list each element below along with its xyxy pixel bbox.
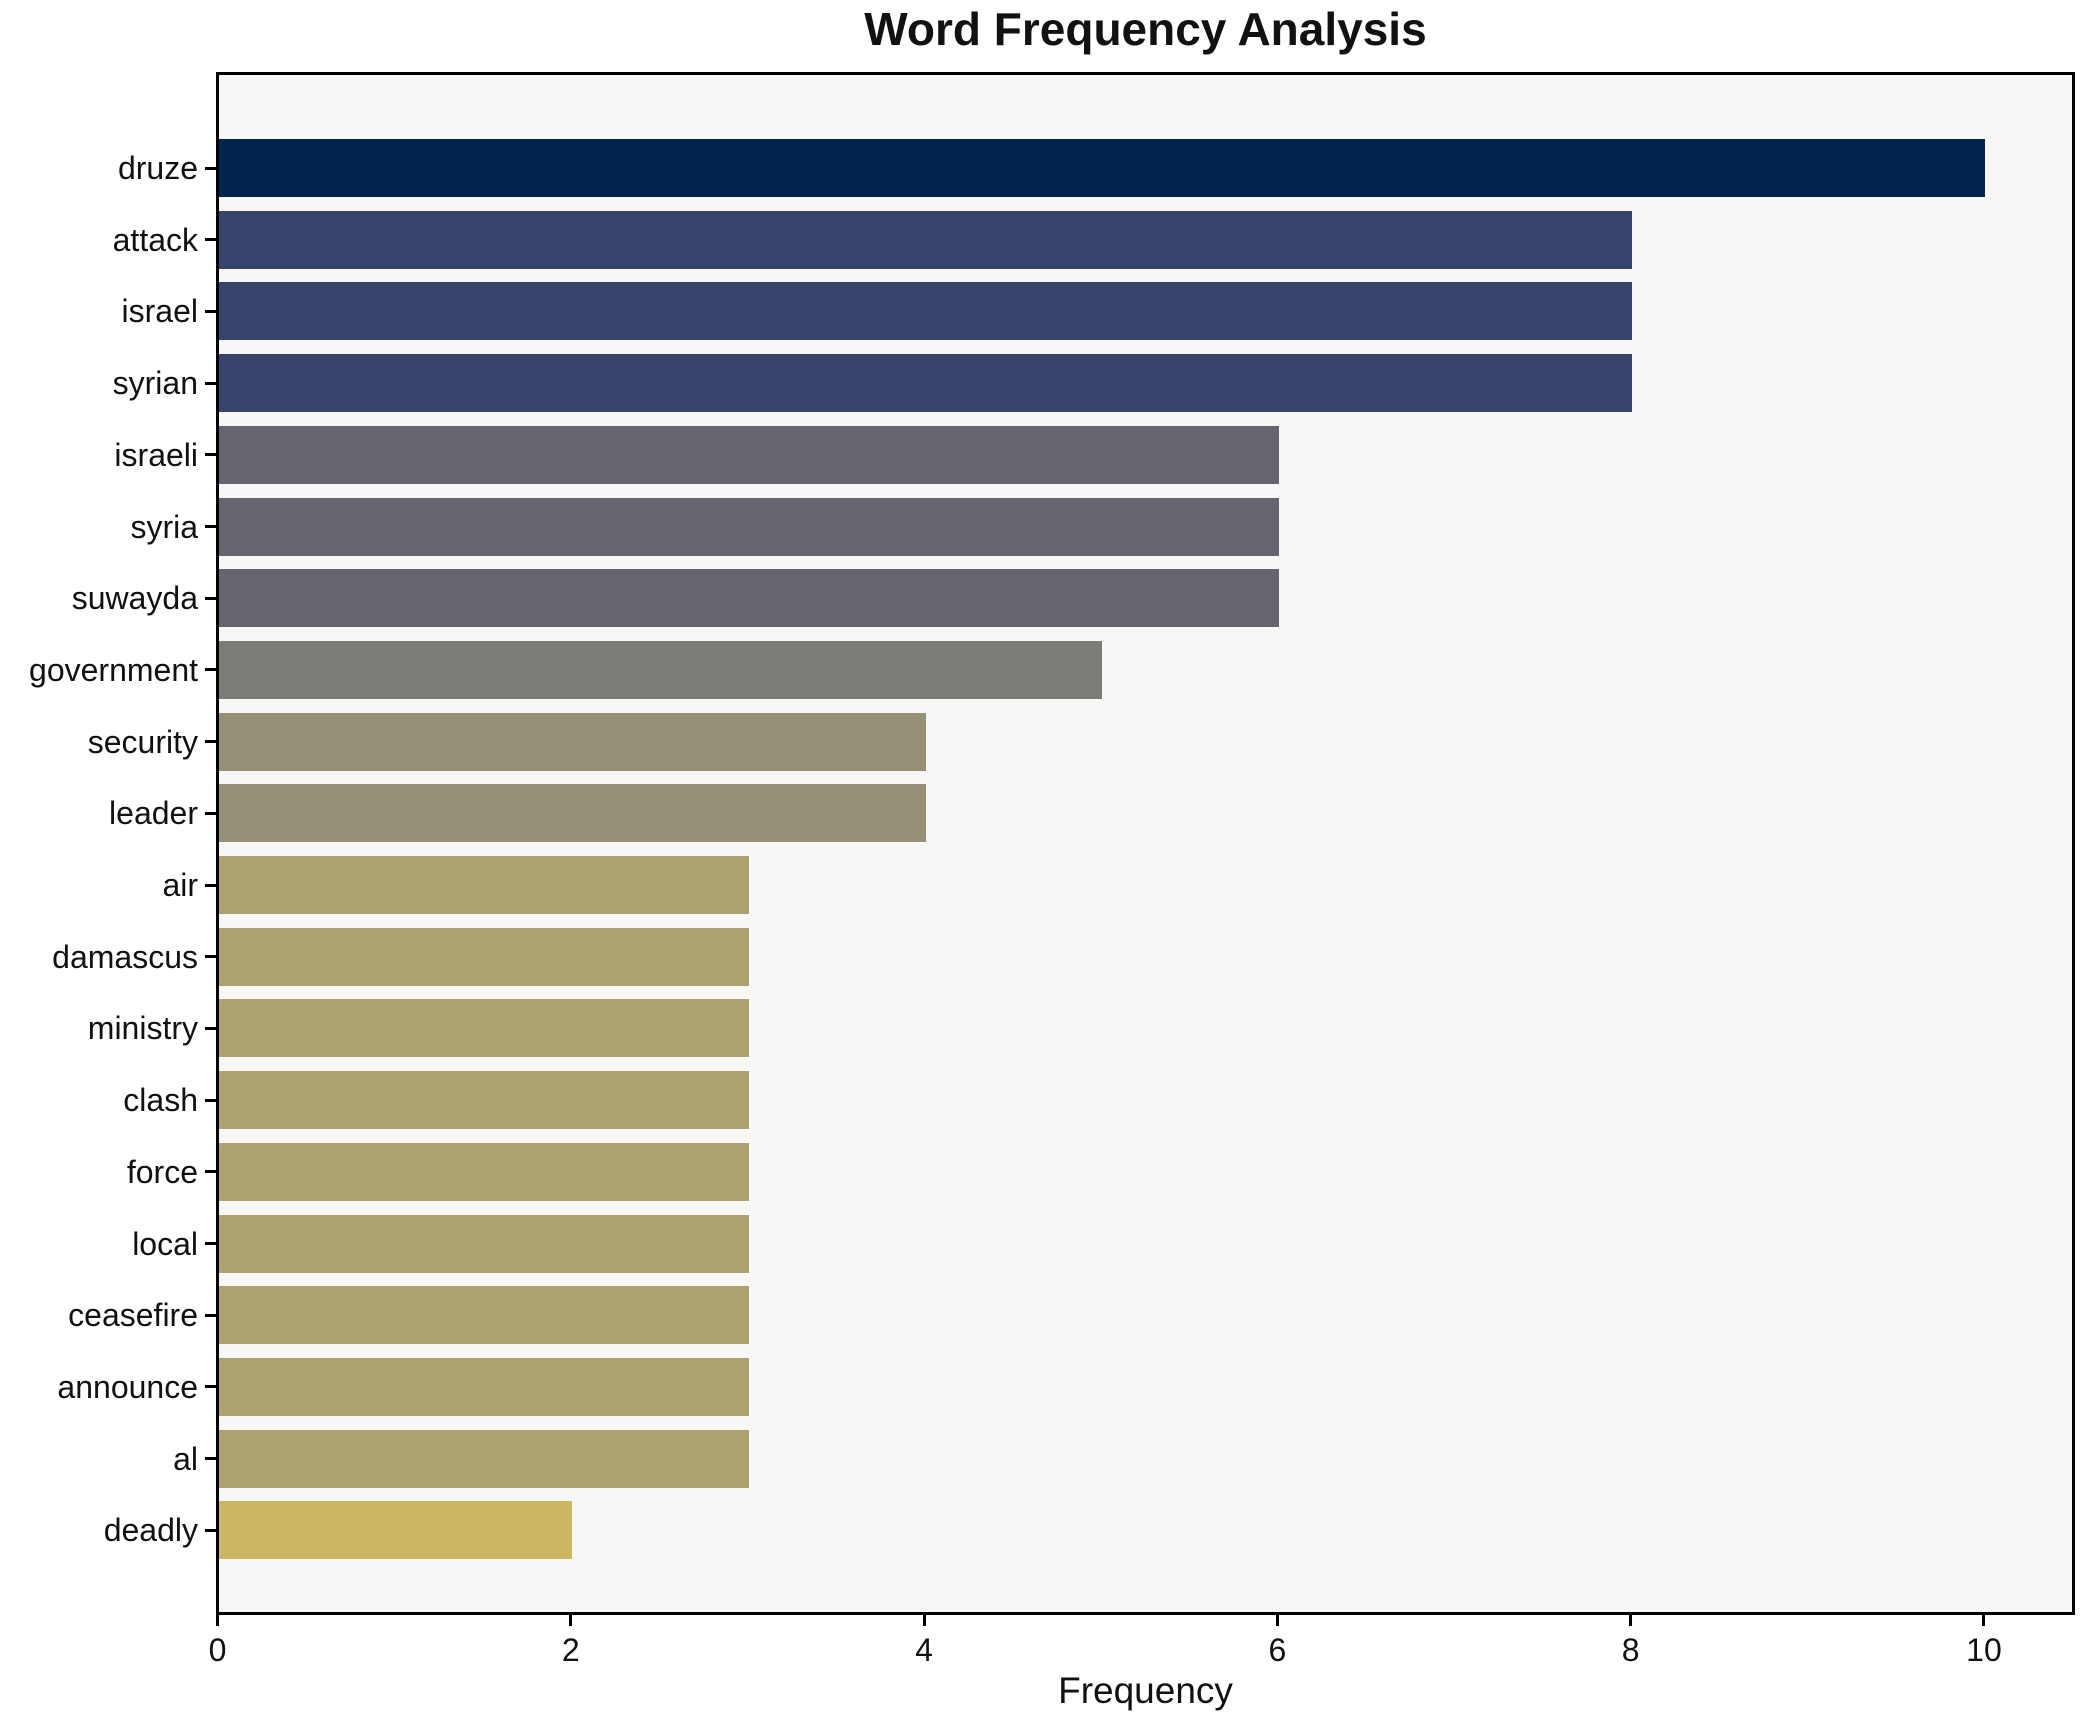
y-tick-label-druze: druze [117, 150, 198, 186]
bar-druze [219, 139, 1986, 197]
x-tick-mark [922, 1615, 926, 1626]
bar-ceasefire [219, 1286, 749, 1345]
bar-ministry [219, 999, 749, 1058]
x-tick-label-0: 0 [208, 1632, 227, 1668]
y-tick-label-security: security [87, 723, 198, 760]
y-tick-mark [205, 1170, 216, 1174]
x-tick-mark [569, 1615, 573, 1626]
y-tick-mark [205, 1313, 216, 1317]
y-tick-mark [205, 166, 216, 170]
bar-suwayda [219, 569, 1279, 628]
bar-israel [219, 282, 1633, 341]
y-tick-label-deadly: deadly [103, 1512, 198, 1549]
y-tick-mark [205, 1026, 216, 1030]
y-tick-label-local: local [132, 1225, 198, 1262]
y-tick-label-ministry: ministry [87, 1010, 198, 1047]
bar-syrian [219, 354, 1633, 413]
y-tick-mark [205, 955, 216, 959]
y-tick-label-syria: syria [130, 508, 198, 545]
bar-government [219, 640, 1103, 699]
bar-security [219, 712, 926, 771]
bar-force [219, 1142, 749, 1201]
plot-area [216, 72, 2075, 1615]
y-tick-mark [205, 1242, 216, 1245]
bar-attack [219, 210, 1633, 269]
x-tick-label-6: 6 [1268, 1632, 1287, 1668]
y-tick-label-ceasefire: ceasefire [68, 1297, 198, 1334]
x-tick-label-4: 4 [915, 1632, 933, 1668]
x-tick-mark [1275, 1615, 1279, 1626]
y-tick-label-attack: attack [112, 221, 198, 258]
y-tick-label-suwayda: suwayda [71, 580, 198, 617]
y-tick-mark [205, 238, 216, 242]
chart-title: Word Frequency Analysis [864, 3, 1427, 55]
x-tick-label-8: 8 [1621, 1632, 1640, 1668]
y-tick-label-air: air [162, 867, 198, 903]
y-tick-label-damascus: damascus [52, 938, 198, 975]
y-tick-mark [205, 1457, 216, 1461]
y-tick-label-israel: israel [121, 293, 198, 330]
y-tick-mark [205, 668, 216, 672]
y-tick-mark [205, 1098, 216, 1102]
bar-damascus [219, 927, 749, 986]
bar-israeli [219, 425, 1279, 484]
y-tick-mark [205, 525, 216, 528]
bar-air [219, 856, 749, 914]
bar-clash [219, 1071, 749, 1130]
y-tick-label-al: al [173, 1440, 198, 1477]
y-tick-label-force: force [126, 1153, 198, 1190]
y-tick-label-government: government [29, 651, 198, 688]
y-tick-label-leader: leader [109, 795, 198, 832]
y-tick-mark [205, 883, 216, 887]
y-tick-mark [205, 309, 216, 313]
y-tick-mark [205, 1385, 216, 1389]
y-tick-label-syrian: syrian [112, 365, 198, 402]
bar-announce [219, 1357, 749, 1416]
x-tick-mark [216, 1615, 219, 1626]
x-tick-label-2: 2 [561, 1632, 580, 1668]
bar-deadly [219, 1501, 573, 1560]
y-tick-label-clash: clash [123, 1082, 198, 1119]
y-tick-mark [205, 453, 216, 457]
y-tick-mark [205, 1528, 216, 1532]
y-tick-label-announce: announce [57, 1368, 198, 1405]
x-tick-mark [1629, 1615, 1633, 1626]
x-axis-label: Frequency [1058, 1670, 1233, 1711]
y-tick-mark [205, 811, 216, 815]
bar-local [219, 1214, 749, 1273]
y-tick-label-israeli: israeli [114, 436, 198, 473]
x-tick-label-10: 10 [1966, 1632, 2002, 1668]
y-tick-mark [205, 740, 216, 744]
bar-leader [219, 784, 926, 843]
y-tick-mark [205, 596, 216, 600]
y-tick-mark [205, 381, 216, 385]
bar-syria [219, 497, 1279, 556]
bar-al [219, 1429, 749, 1488]
x-tick-mark [1982, 1615, 1986, 1626]
